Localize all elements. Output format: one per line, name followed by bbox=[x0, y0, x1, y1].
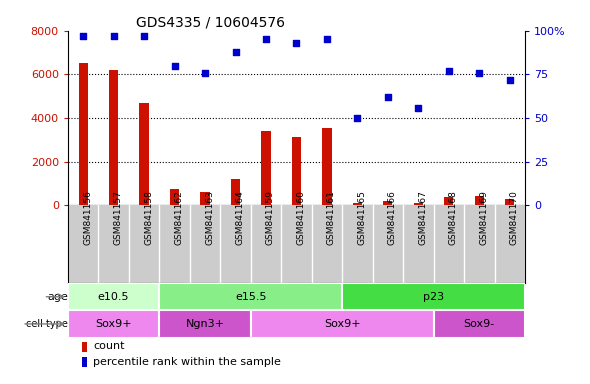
Bar bbox=[68, 310, 159, 338]
Text: GSM841160: GSM841160 bbox=[297, 190, 306, 245]
Point bbox=[353, 115, 362, 121]
Text: GSM841164: GSM841164 bbox=[235, 190, 244, 245]
Bar bbox=[414, 203, 423, 205]
Point bbox=[78, 33, 88, 39]
Point bbox=[200, 70, 210, 76]
Bar bbox=[81, 342, 87, 351]
Text: age: age bbox=[47, 292, 68, 302]
Bar bbox=[78, 63, 88, 205]
Text: p23: p23 bbox=[423, 292, 444, 302]
Bar bbox=[505, 199, 514, 205]
Text: GSM841168: GSM841168 bbox=[449, 190, 458, 245]
Text: GSM841170: GSM841170 bbox=[510, 190, 519, 245]
Text: GSM841158: GSM841158 bbox=[144, 190, 153, 245]
Point bbox=[261, 36, 271, 43]
Bar bbox=[159, 310, 251, 338]
Bar bbox=[434, 310, 525, 338]
Bar bbox=[81, 358, 87, 367]
Point bbox=[444, 68, 454, 74]
Point bbox=[139, 33, 149, 39]
Bar bbox=[444, 197, 454, 205]
Bar bbox=[261, 131, 271, 205]
Point bbox=[474, 70, 484, 76]
Text: Sox9+: Sox9+ bbox=[95, 319, 132, 329]
Bar bbox=[251, 310, 434, 338]
Text: e10.5: e10.5 bbox=[98, 292, 129, 302]
Text: GSM841165: GSM841165 bbox=[358, 190, 366, 245]
Point bbox=[170, 63, 179, 69]
Text: GDS4335 / 10604576: GDS4335 / 10604576 bbox=[136, 16, 286, 30]
Text: GSM841163: GSM841163 bbox=[205, 190, 214, 245]
Text: count: count bbox=[93, 341, 124, 351]
Text: e15.5: e15.5 bbox=[235, 292, 267, 302]
Bar bbox=[231, 179, 240, 205]
Text: GSM841169: GSM841169 bbox=[479, 190, 489, 245]
Point bbox=[414, 104, 423, 111]
Bar bbox=[322, 128, 332, 205]
Point bbox=[322, 36, 332, 43]
Point bbox=[505, 76, 514, 83]
Bar bbox=[353, 203, 362, 205]
Bar bbox=[201, 192, 209, 205]
Point bbox=[292, 40, 301, 46]
Bar bbox=[68, 283, 159, 310]
Text: GSM841157: GSM841157 bbox=[113, 190, 123, 245]
Bar bbox=[292, 137, 301, 205]
Text: Ngn3+: Ngn3+ bbox=[185, 319, 225, 329]
Bar bbox=[384, 201, 392, 205]
Bar bbox=[139, 103, 149, 205]
Text: Sox9-: Sox9- bbox=[464, 319, 495, 329]
Text: Sox9+: Sox9+ bbox=[324, 319, 360, 329]
Bar bbox=[342, 283, 525, 310]
Point bbox=[109, 33, 118, 39]
Bar bbox=[109, 70, 118, 205]
Bar bbox=[159, 283, 342, 310]
Bar bbox=[170, 189, 179, 205]
Point bbox=[384, 94, 393, 100]
Text: GSM841156: GSM841156 bbox=[83, 190, 92, 245]
Bar bbox=[475, 196, 484, 205]
Text: percentile rank within the sample: percentile rank within the sample bbox=[93, 357, 281, 367]
Text: GSM841166: GSM841166 bbox=[388, 190, 397, 245]
Point bbox=[231, 49, 240, 55]
Text: GSM841159: GSM841159 bbox=[266, 190, 275, 245]
Text: GSM841167: GSM841167 bbox=[418, 190, 427, 245]
Text: GSM841162: GSM841162 bbox=[175, 190, 183, 245]
Text: GSM841161: GSM841161 bbox=[327, 190, 336, 245]
Text: cell type: cell type bbox=[26, 319, 68, 329]
